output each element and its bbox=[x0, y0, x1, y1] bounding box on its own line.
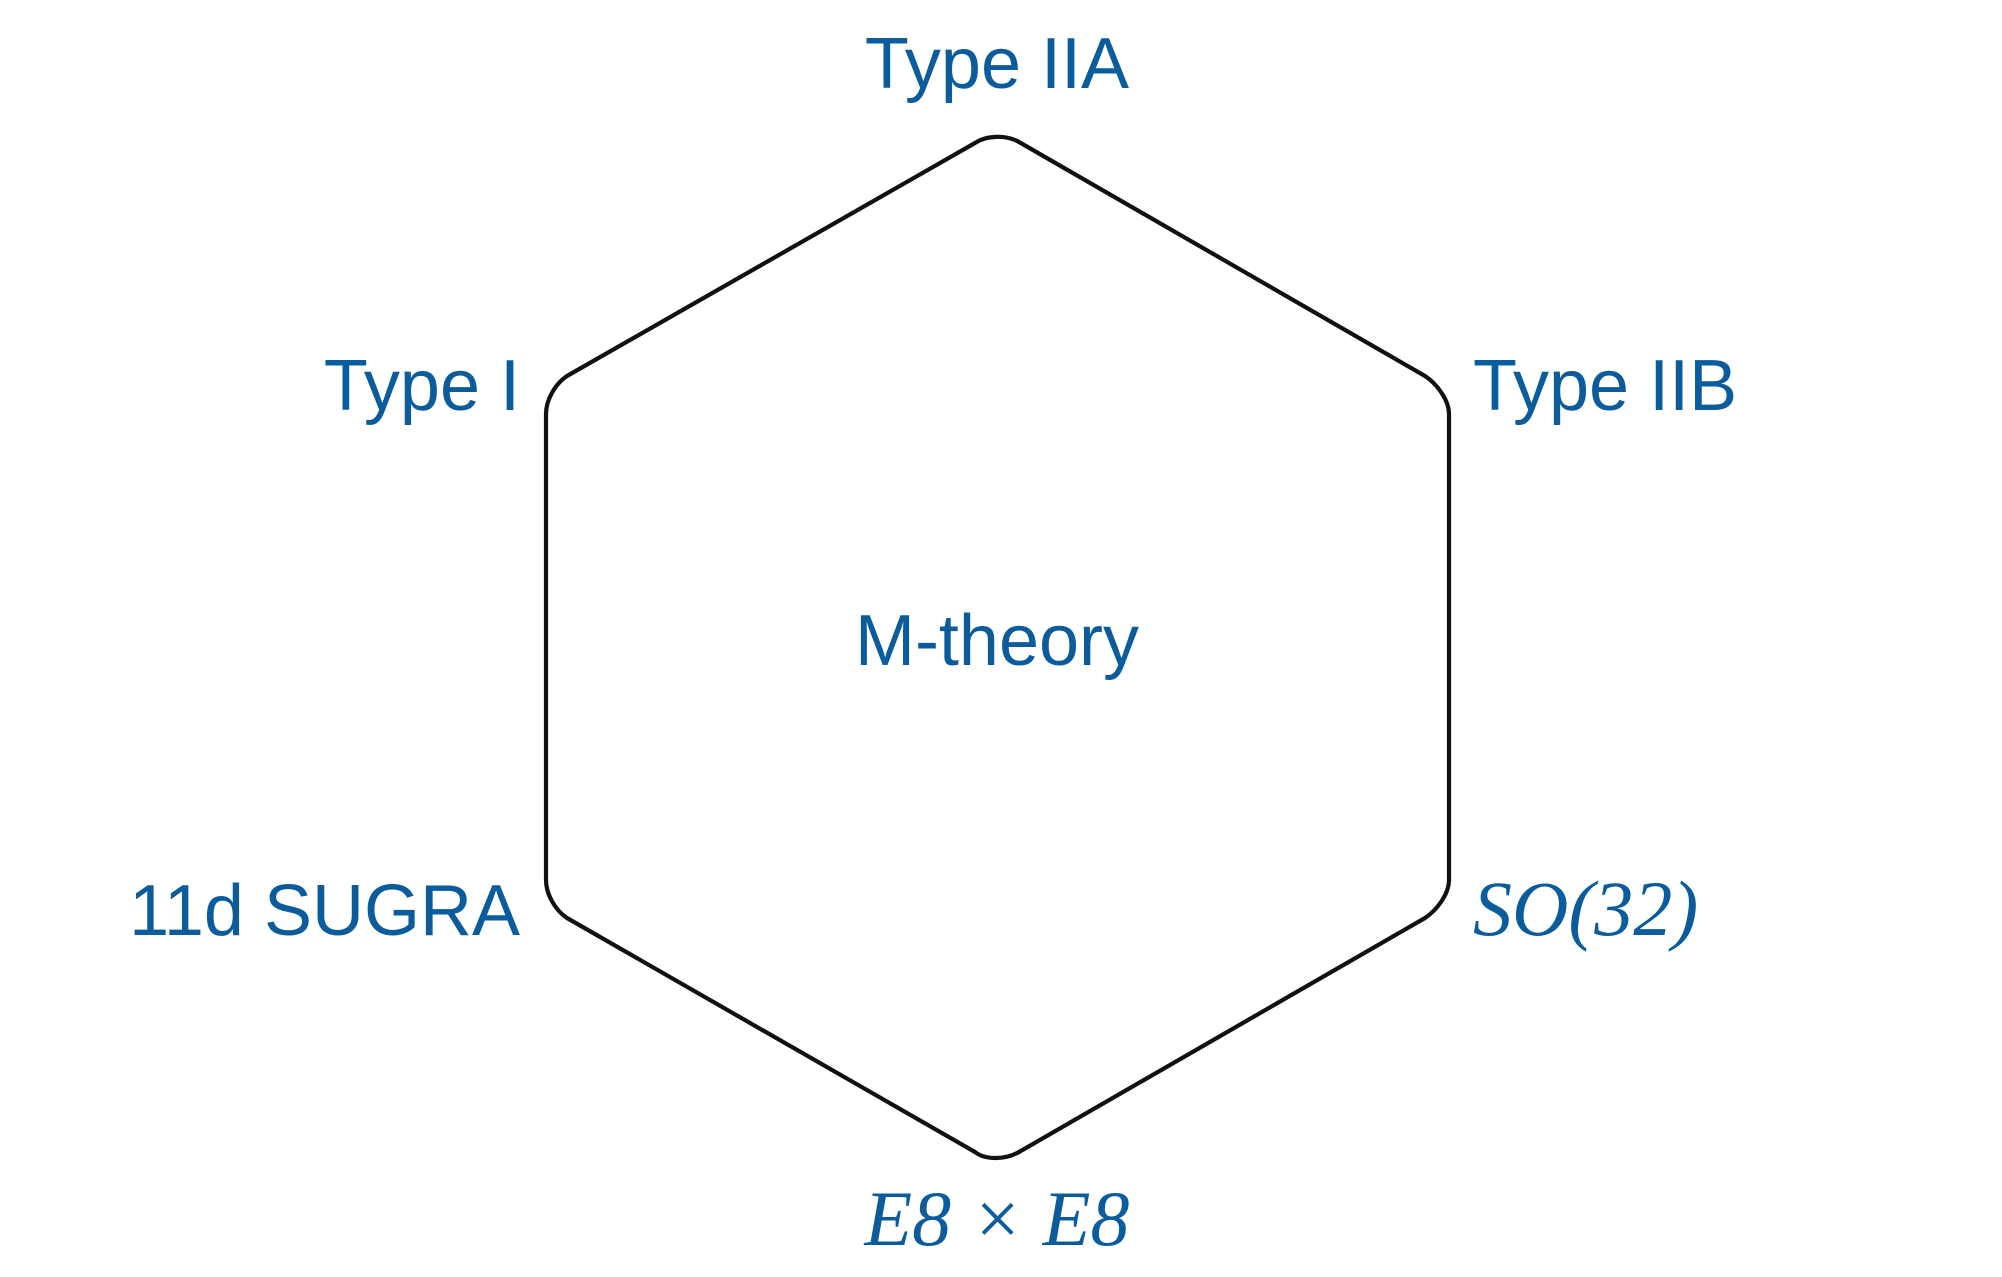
vertex-label-so32: SO(32) bbox=[1473, 865, 1698, 952]
vertex-label-type-i: Type I bbox=[324, 346, 520, 426]
vertex-label-11d-sugra: 11d SUGRA bbox=[129, 871, 520, 951]
vertex-label-type-iia: Type IIA bbox=[865, 24, 1129, 104]
center-label-m-theory: M-theory bbox=[855, 601, 1139, 681]
vertex-label-type-iib: Type IIB bbox=[1473, 346, 1737, 426]
hexagon-outline bbox=[543, 134, 1452, 1161]
vertex-label-e8-e8: E8 × E8 bbox=[864, 1175, 1130, 1262]
